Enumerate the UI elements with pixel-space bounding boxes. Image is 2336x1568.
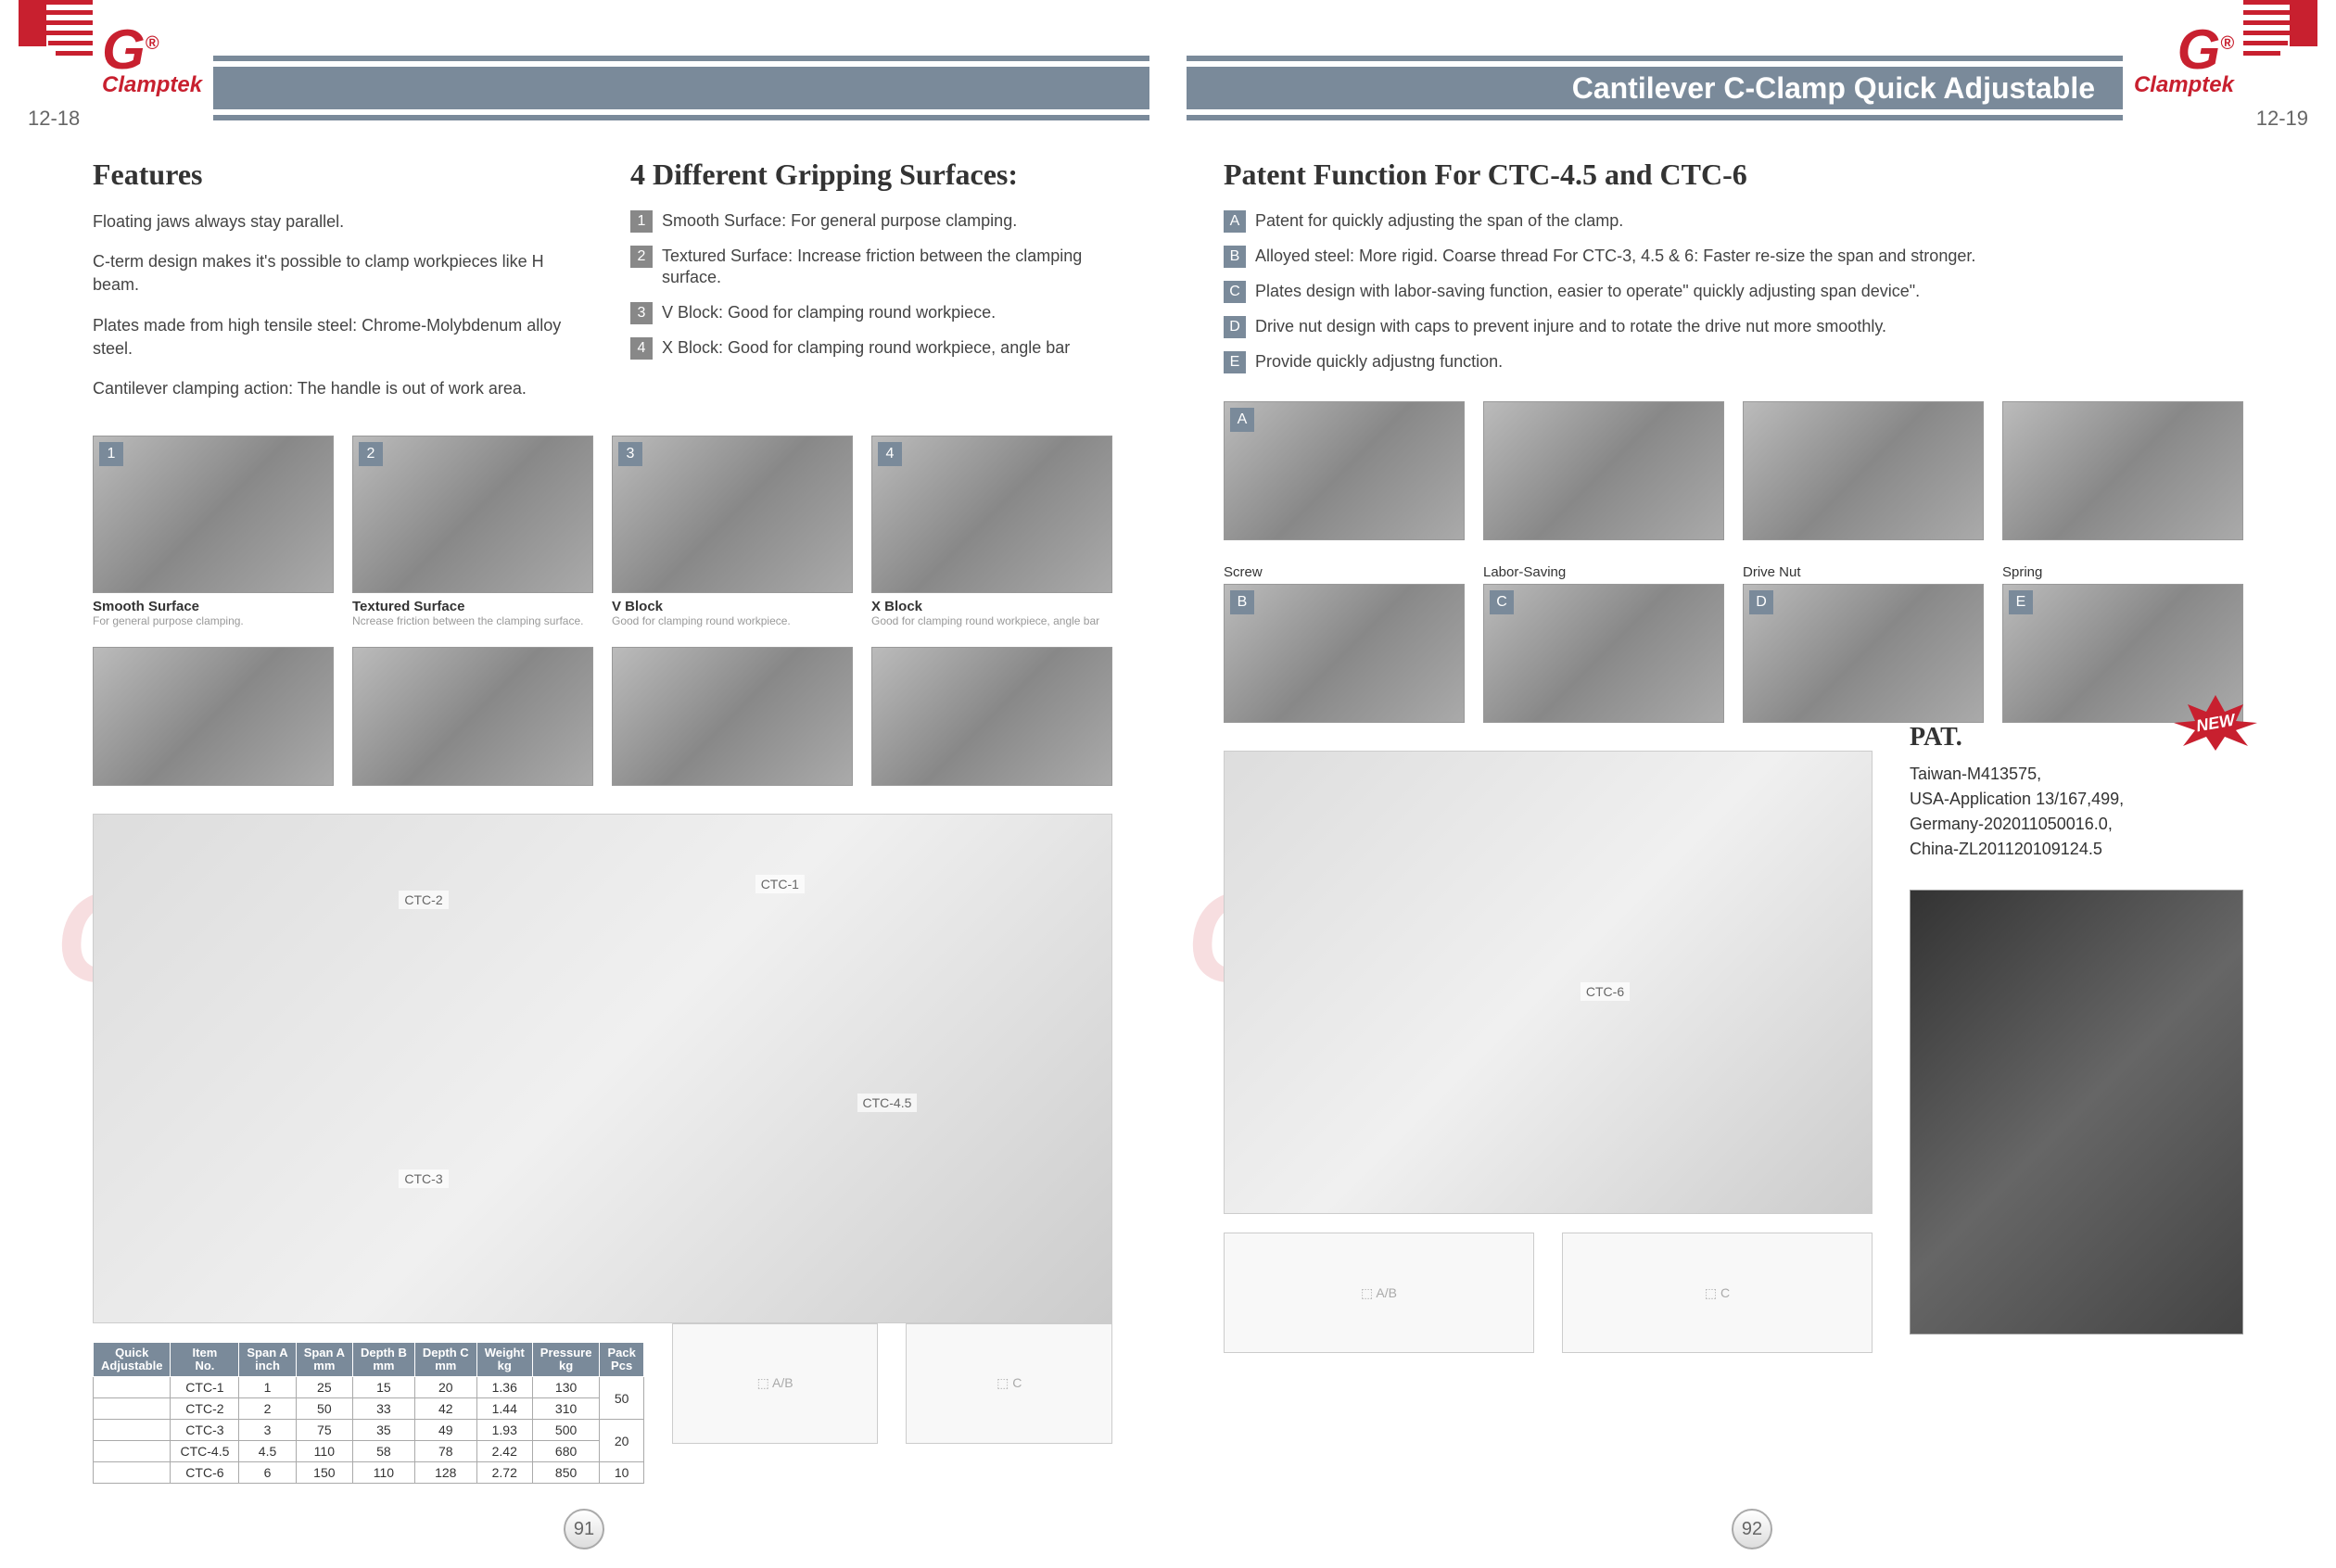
table-header: QuickAdjustable [94, 1342, 171, 1377]
patent-item: EProvide quickly adjustng function. [1224, 351, 2243, 373]
dimension-diagram-a: ⬚ A/B [672, 1323, 879, 1444]
logo: G® Clamptek [2134, 28, 2234, 98]
dimension-diagram-c: ⬚ C [1562, 1233, 1873, 1353]
table-header: Span Ainch [239, 1342, 296, 1377]
table-header: Depth Cmm [414, 1342, 476, 1377]
table-header: Weightkg [476, 1342, 532, 1377]
patent-image-cell: Drive NutD [1743, 559, 1984, 723]
gripping-item: 2Textured Surface: Increase friction bet… [630, 246, 1112, 289]
feature-item: Plates made from high tensile steel: Chr… [93, 314, 575, 360]
product-model-label: CTC-3 [399, 1170, 448, 1188]
letter-box: C [1224, 281, 1246, 303]
patent-number-line: USA-Application 13/167,499, [1910, 787, 2243, 812]
letter-box: B [1224, 246, 1246, 268]
patent-item: CPlates design with labor-saving functio… [1224, 281, 2243, 303]
table-row: CTC-112515201.3613050 [94, 1377, 644, 1398]
patent-item: DDrive nut design with caps to prevent i… [1224, 316, 2243, 338]
number-box: 3 [630, 302, 653, 324]
gripping-item: 1Smooth Surface: For general purpose cla… [630, 210, 1112, 233]
spec-table: QuickAdjustableItemNo.Span AinchSpan Amm… [93, 1342, 644, 1485]
feature-item: Cantilever clamping action: The handle i… [93, 377, 575, 400]
product-model-label: CTC-6 [1581, 982, 1630, 1001]
new-badge-icon: NEW [2169, 695, 2262, 751]
left-content: Features Floating jaws always stay paral… [93, 158, 1112, 1484]
product-render-right: CTC-6 [1224, 751, 1873, 1214]
letter-box: A [1224, 210, 1246, 233]
number-box: 1 [630, 210, 653, 233]
patent-image-cell: ScrewB [1224, 559, 1465, 723]
title-bar: Cantilever C-Clamp Quick Adjustable [1187, 56, 2123, 120]
patent-image-cell [1743, 401, 1984, 540]
page-number-bottom: 91 [564, 1509, 604, 1549]
title-bar [213, 56, 1149, 120]
number-box: 2 [630, 246, 653, 268]
patent-image-row-2: ScrewBLabor-SavingCDrive NutDSpringE [1224, 559, 2243, 723]
product-model-label: CTC-4.5 [857, 1094, 918, 1112]
letter-box: D [1224, 316, 1246, 338]
gripping-item: 4X Block: Good for clamping round workpi… [630, 337, 1112, 360]
patent-image-cell [2002, 401, 2243, 540]
surface-image-cell: 2Textured SurfaceNcrease friction betwee… [352, 436, 593, 627]
patent-heading: Patent Function For CTC-4.5 and CTC-6 [1224, 158, 2243, 192]
patent-image-row-1: A [1224, 401, 2243, 540]
number-box: 4 [630, 337, 653, 360]
surface-image-cell: 3V BlockGood for clamping round workpiec… [612, 436, 853, 627]
dimension-diagram-c: ⬚ C [906, 1323, 1112, 1444]
table-header: PackPcs [600, 1342, 643, 1377]
table-header: ItemNo. [171, 1342, 239, 1377]
table-header: Depth Bmm [353, 1342, 415, 1377]
patent-item: APatent for quickly adjusting the span o… [1224, 210, 2243, 233]
patent-number-line: Taiwan-M413575, [1910, 762, 2243, 787]
right-content: Patent Function For CTC-4.5 and CTC-6 AP… [1224, 158, 2243, 1353]
detail-image-row [93, 647, 1112, 786]
application-photo [1910, 890, 2243, 1334]
patent-image-cell: A [1224, 401, 1465, 540]
surface-image-cell: 4X BlockGood for clamping round workpiec… [871, 436, 1112, 627]
page-number-bottom: 92 [1732, 1509, 1772, 1549]
page-left: G® Clamptek 12-18 Features Floating jaws… [0, 0, 1168, 1568]
patent-image-cell: Labor-SavingC [1483, 559, 1724, 723]
dimension-diagram-a: ⬚ A/B [1224, 1233, 1534, 1353]
gripping-item: 3V Block: Good for clamping round workpi… [630, 302, 1112, 324]
features-heading: Features [93, 158, 575, 192]
table-row: CTC-4.54.511058782.42680 [94, 1441, 644, 1462]
patent-number-line: China-ZL201120109124.5 [1910, 837, 2243, 862]
product-model-label: CTC-1 [755, 875, 805, 893]
letter-box: E [1224, 351, 1246, 373]
table-header: Pressurekg [532, 1342, 600, 1377]
product-render-left: CTC-2 CTC-1 CTC-3 CTC-4.5 [93, 814, 1112, 1323]
page-right: G® Clamptek 12-19 Cantilever C-Clamp Qui… [1168, 0, 2336, 1568]
feature-item: C-term design makes it's possible to cla… [93, 250, 575, 297]
table-header: Span Amm [296, 1342, 352, 1377]
surface-image-cell: 1Smooth SurfaceFor general purpose clamp… [93, 436, 334, 627]
page-number-top: 12-18 [28, 107, 80, 131]
page-number-top: 12-19 [2256, 107, 2308, 131]
patent-number-line: Germany-202011050016.0, [1910, 812, 2243, 837]
gripping-heading: 4 Different Gripping Surfaces: [630, 158, 1112, 192]
table-row: CTC-337535491.9350020 [94, 1420, 644, 1441]
table-row: CTC-225033421.44310 [94, 1398, 644, 1420]
table-row: CTC-661501101282.7285010 [94, 1462, 644, 1484]
surface-image-row: 1Smooth SurfaceFor general purpose clamp… [93, 436, 1112, 627]
pat-section: NEW PAT. Taiwan-M413575,USA-Application … [1910, 723, 2243, 1353]
patent-item: BAlloyed steel: More rigid. Coarse threa… [1224, 246, 2243, 268]
logo: G® Clamptek [102, 28, 202, 98]
product-model-label: CTC-2 [399, 891, 448, 909]
patent-image-cell [1483, 401, 1724, 540]
feature-item: Floating jaws always stay parallel. [93, 210, 575, 234]
